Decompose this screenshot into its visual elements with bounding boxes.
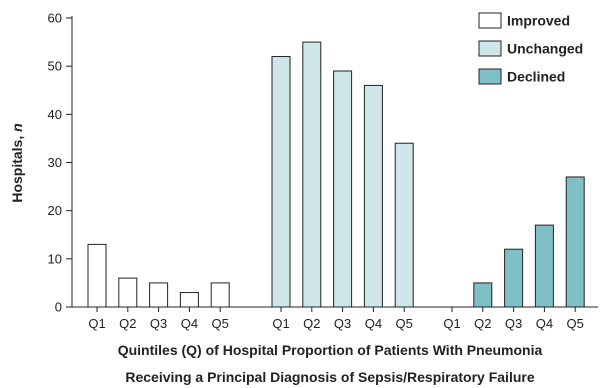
y-tick-label: 50	[48, 59, 62, 74]
x-tick-label: Q3	[505, 316, 522, 331]
y-tick-label: 40	[48, 107, 62, 122]
bar-unchanged-q4	[363, 84, 383, 308]
legend-label-unchanged: Unchanged	[507, 41, 583, 57]
y-tick-label: 10	[48, 251, 62, 266]
x-axis-ticks: Q1 Q2 Q3 Q4 Q5 Q1 Q2 Q3 Q4 Q5 Q1 Q2 Q3 Q4 Q5	[88, 307, 584, 331]
legend-label-improved: Improved	[507, 13, 570, 29]
x-axis-title-line-2: Receiving a Principal Diagnosis of Sepsi…	[125, 369, 534, 385]
x-tick-label: Q5	[212, 316, 229, 331]
y-tick-label: 30	[48, 155, 62, 170]
x-tick-label: Q4	[365, 316, 382, 331]
bar-unchanged-q2	[302, 41, 322, 308]
bar-declined-q5	[565, 176, 585, 308]
bars	[87, 41, 585, 308]
bar-improved-q1	[87, 243, 107, 308]
y-tick-label: 0	[55, 300, 62, 315]
bar-improved-q3	[149, 282, 169, 308]
bar-improved-q5	[210, 282, 230, 308]
x-tick-label: Q5	[567, 316, 584, 331]
x-tick-label: Q1	[88, 316, 105, 331]
bar-declined-q3	[504, 248, 524, 308]
legend-swatch-unchanged	[478, 40, 502, 57]
x-tick-label: Q3	[334, 316, 351, 331]
bar-unchanged-q3	[333, 70, 353, 308]
x-tick-label: Q3	[150, 316, 167, 331]
bar-improved-q4	[179, 292, 199, 308]
x-tick-label: Q1	[272, 316, 289, 331]
x-tick-label: Q1	[443, 316, 460, 331]
y-tick-label: 20	[48, 203, 62, 218]
x-tick-label: Q5	[396, 316, 413, 331]
legend: Improved Unchanged Declined	[478, 12, 583, 85]
bar-unchanged-q1	[271, 56, 291, 308]
legend-label-declined: Declined	[507, 69, 565, 85]
legend-swatch-declined	[478, 68, 502, 85]
y-axis-title: Hospitals, n	[9, 123, 25, 202]
bar-improved-q2	[118, 277, 138, 308]
x-tick-label: Q4	[181, 316, 198, 331]
bar-unchanged-q5	[394, 142, 414, 308]
x-tick-label: Q2	[474, 316, 491, 331]
x-tick-label: Q2	[303, 316, 320, 331]
y-tick-label: 60	[48, 11, 62, 26]
x-tick-label: Q2	[119, 316, 136, 331]
x-axis-title-line-1: Quintiles (Q) of Hospital Proportion of …	[118, 342, 543, 358]
bar-declined-q2	[473, 282, 493, 308]
x-tick-label: Q4	[536, 316, 553, 331]
bar-declined-q4	[534, 224, 554, 308]
legend-swatch-improved	[478, 12, 502, 29]
